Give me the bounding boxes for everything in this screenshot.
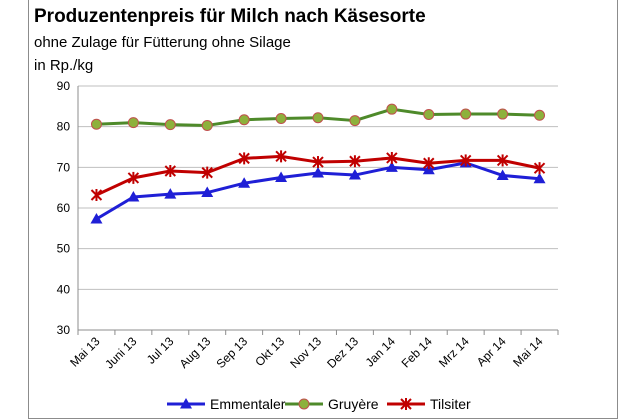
x-tick-label: Jan 14	[363, 334, 399, 370]
y-tick-label: 50	[57, 242, 71, 256]
data-point-emmentaler	[238, 177, 251, 188]
y-axis-unit-label: in Rp./kg	[34, 57, 94, 74]
chart-subtitle: ohne Zulage für Fütterung ohne Silage	[34, 34, 291, 51]
data-point-emmentaler	[312, 167, 324, 178]
data-point-gruyre	[460, 108, 472, 120]
chart-title: Produzentenpreis für Milch nach Käsesort…	[34, 6, 426, 27]
x-tick-label: Mai 13	[67, 334, 103, 370]
data-point-emmentaler	[164, 188, 177, 199]
x-tick-label: Jul 13	[144, 334, 177, 367]
x-tick-label: Okt 13	[252, 334, 287, 369]
data-point-tilsiter	[423, 157, 435, 170]
x-tick-label: Sep 13	[213, 334, 250, 371]
data-point-gruyre	[164, 119, 176, 131]
data-point-emmentaler	[496, 169, 509, 180]
x-tick-label: Mai 14	[510, 334, 546, 370]
data-point-gruyre	[90, 118, 102, 130]
x-tick-label: Dez 13	[324, 334, 361, 371]
data-point-tilsiter	[127, 171, 140, 184]
x-tick-label: Apr 14	[474, 334, 509, 369]
data-point-tilsiter	[275, 150, 287, 163]
x-tick-label: Nov 13	[287, 334, 324, 371]
data-point-tilsiter	[238, 152, 250, 165]
data-point-emmentaler	[275, 171, 288, 182]
y-tick-label: 40	[57, 282, 71, 296]
legend-label-gruyre: Gruyère	[328, 396, 379, 412]
data-point-tilsiter	[459, 154, 472, 167]
data-point-emmentaler	[127, 191, 140, 202]
legend-marker-tilsiter	[400, 398, 412, 410]
y-tick-label: 80	[57, 120, 71, 134]
legend-label-tilsiter: Tilsiter	[430, 396, 471, 412]
data-point-gruyre	[423, 108, 435, 120]
data-point-tilsiter	[164, 164, 177, 177]
legend-marker-gruyre	[298, 398, 310, 410]
y-tick-label: 30	[57, 323, 71, 337]
chart-frame	[28, 0, 618, 419]
data-point-emmentaler	[533, 172, 546, 184]
y-tick-label: 90	[57, 79, 71, 93]
data-point-gruyre	[201, 119, 213, 131]
data-point-tilsiter	[386, 151, 398, 164]
legend-label-emmentaler: Emmentaler	[210, 396, 286, 412]
data-point-emmentaler	[90, 212, 103, 224]
data-point-emmentaler	[348, 169, 361, 180]
legend-marker-emmentaler	[180, 398, 192, 409]
data-point-tilsiter	[349, 155, 361, 168]
data-point-tilsiter	[201, 166, 213, 179]
x-tick-label: Mrz 14	[436, 334, 472, 370]
y-tick-label: 60	[57, 201, 71, 215]
data-point-tilsiter	[312, 156, 324, 169]
data-point-gruyre	[127, 117, 139, 129]
data-point-tilsiter	[90, 188, 103, 201]
data-point-tilsiter	[496, 154, 509, 167]
data-point-tilsiter	[533, 162, 546, 175]
data-point-gruyre	[238, 114, 250, 126]
data-point-gruyre	[534, 109, 546, 121]
y-tick-label: 70	[57, 160, 71, 174]
x-tick-label: Aug 13	[177, 334, 214, 371]
data-point-gruyre	[312, 112, 324, 124]
data-point-gruyre	[497, 108, 509, 120]
data-point-gruyre	[386, 103, 398, 115]
data-point-gruyre	[349, 115, 361, 127]
x-tick-label: Feb 14	[399, 334, 436, 371]
data-point-emmentaler	[201, 186, 214, 198]
data-point-gruyre	[275, 113, 287, 125]
data-point-emmentaler	[385, 161, 398, 172]
x-tick-label: Juni 13	[102, 334, 139, 371]
